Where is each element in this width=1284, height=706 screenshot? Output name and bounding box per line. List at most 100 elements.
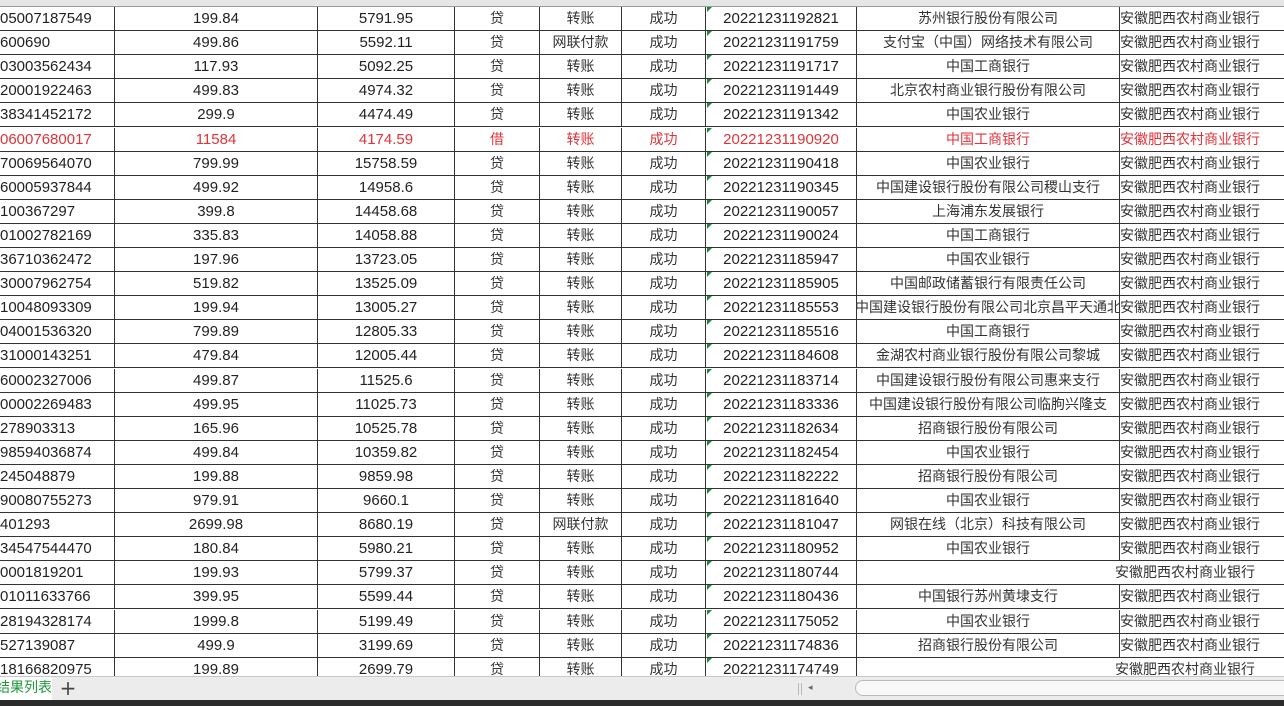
own-bank-cell[interactable]: 安徽肥西农村商业银行: [1120, 441, 1284, 465]
type-cell[interactable]: 转账: [540, 199, 622, 224]
type-cell[interactable]: 转账: [540, 320, 622, 345]
serial-cell[interactable]: 20221231182634: [706, 416, 857, 441]
type-cell[interactable]: 转账: [540, 368, 622, 393]
counterparty-bank-cell[interactable]: 中国农业银行: [857, 609, 1120, 634]
own-bank-cell[interactable]: 安徽肥西农村商业银行: [1120, 610, 1284, 634]
counterparty-bank-cell[interactable]: 中国农业银行: [857, 537, 1120, 562]
own-bank-cell[interactable]: 安徽肥西农村商业银行: [1120, 513, 1284, 537]
table-row[interactable]: 18166820975 199.89 2699.79 贷 转账 成功 20221231174…: [0, 657, 1284, 676]
own-bank-cell[interactable]: 安徽肥西农村商业银行: [1120, 200, 1284, 224]
account-cell[interactable]: 36710362472: [0, 248, 115, 272]
type-cell[interactable]: 转账: [540, 272, 622, 297]
status-cell[interactable]: 成功: [622, 320, 706, 345]
balance-cell[interactable]: 9660.1: [318, 489, 455, 513]
counterparty-bank-cell[interactable]: 中国建设银行股份有限公司惠来支行: [857, 368, 1120, 393]
status-cell[interactable]: 成功: [622, 272, 706, 297]
amount-cell[interactable]: 299.9: [115, 103, 318, 128]
status-cell[interactable]: 成功: [622, 633, 706, 658]
column-header-strip[interactable]: [0, 0, 1284, 7]
amount-cell[interactable]: 499.86: [115, 31, 318, 56]
counterparty-bank-cell[interactable]: 中国工商银行: [857, 223, 1120, 248]
table-row[interactable]: 98594036874 499.84 10359.82 贷 转账 成功 2022123118…: [0, 440, 1284, 465]
own-bank-cell[interactable]: 安徽肥西农村商业银行: [1120, 176, 1284, 200]
table-row[interactable]: 0001819201 199.93 5799.37 贷 转账 成功 202212311807…: [0, 561, 1284, 586]
status-cell[interactable]: 成功: [622, 103, 706, 128]
direction-cell[interactable]: 贷: [455, 392, 540, 417]
balance-cell[interactable]: 4174.59: [318, 127, 455, 152]
direction-cell[interactable]: 贷: [455, 464, 540, 489]
type-cell[interactable]: 转账: [540, 344, 622, 369]
balance-cell[interactable]: 13525.09: [318, 272, 455, 297]
amount-cell[interactable]: 165.96: [115, 416, 318, 441]
counterparty-bank-cell[interactable]: 金湖农村商业银行股份有限公司黎城: [857, 344, 1120, 369]
direction-cell[interactable]: 贷: [455, 320, 540, 345]
scrollbar-split-handle[interactable]: [798, 683, 802, 695]
table-row[interactable]: 34547544470 180.84 5980.21 贷 转账 成功 20221231180…: [0, 537, 1284, 562]
type-cell[interactable]: 转账: [540, 561, 622, 586]
account-cell[interactable]: 20001922463: [0, 79, 115, 104]
serial-cell[interactable]: 20221231190024: [706, 223, 857, 248]
status-cell[interactable]: 成功: [622, 368, 706, 393]
balance-cell[interactable]: 3199.69: [318, 633, 455, 658]
balance-cell[interactable]: 9859.98: [318, 464, 455, 489]
counterparty-bank-cell[interactable]: 中国农业银行: [857, 103, 1120, 128]
type-cell[interactable]: 转账: [540, 223, 622, 248]
counterparty-bank-cell[interactable]: 中国建设银行股份有限公司临朐兴隆支: [857, 392, 1120, 417]
account-cell[interactable]: 00002269483: [0, 392, 115, 417]
balance-cell[interactable]: 12805.33: [318, 320, 455, 345]
status-cell[interactable]: 成功: [622, 7, 706, 31]
type-cell[interactable]: 转账: [540, 585, 622, 610]
own-bank-cell[interactable]: 安徽肥西农村商业银行: [1120, 272, 1284, 296]
direction-cell[interactable]: 贷: [455, 175, 540, 200]
balance-cell[interactable]: 11525.6: [318, 368, 455, 393]
table-row[interactable]: 04001536320 799.89 12805.33 贷 转账 成功 2022123118…: [0, 320, 1284, 345]
own-bank-cell[interactable]: 安徽肥西农村商业银行: [1120, 152, 1284, 176]
own-bank-cell[interactable]: 安徽肥西农村商业银行: [1120, 296, 1284, 320]
counterparty-bank-cell[interactable]: 中国工商银行: [857, 127, 1120, 152]
table-row[interactable]: 38341452172 299.9 4474.49 贷 转账 成功 202212311913…: [0, 103, 1284, 128]
type-cell[interactable]: 网联付款: [540, 31, 622, 56]
status-cell[interactable]: 成功: [622, 585, 706, 610]
own-bank-cell[interactable]: 安徽肥西农村商业银行: [1120, 7, 1284, 31]
type-cell[interactable]: 转账: [540, 151, 622, 176]
status-cell[interactable]: 成功: [622, 464, 706, 489]
account-cell[interactable]: 01002782169: [0, 223, 115, 248]
balance-cell[interactable]: 5799.37: [318, 561, 455, 586]
counterparty-bank-cell[interactable]: 网银在线（北京）科技有限公司: [857, 513, 1120, 538]
amount-cell[interactable]: 499.9: [115, 633, 318, 658]
own-bank-cell[interactable]: 安徽肥西农村商业银行: [1120, 248, 1284, 272]
amount-cell[interactable]: 799.99: [115, 151, 318, 176]
serial-cell[interactable]: 20221231190057: [706, 199, 857, 224]
own-bank-cell[interactable]: 安徽肥西农村商业银行: [1120, 128, 1284, 152]
direction-cell[interactable]: 借: [455, 127, 540, 152]
status-cell[interactable]: 成功: [622, 489, 706, 513]
serial-cell[interactable]: 20221231175052: [706, 609, 857, 634]
table-row[interactable]: 90080755273 979.91 9660.1 贷 转账 成功 202212311816…: [0, 489, 1284, 513]
direction-cell[interactable]: 贷: [455, 79, 540, 104]
direction-cell[interactable]: 贷: [455, 537, 540, 562]
table-row[interactable]: 05007187549 199.84 5791.95 贷 转账 成功 20221231192…: [0, 7, 1284, 31]
balance-cell[interactable]: 5980.21: [318, 537, 455, 562]
horizontal-scrollbar[interactable]: [855, 680, 1284, 696]
table-row[interactable]: 60002327006 499.87 11525.6 贷 转账 成功 20221231183…: [0, 368, 1284, 393]
type-cell[interactable]: 转账: [540, 464, 622, 489]
counterparty-bank-cell[interactable]: 北京农村商业银行股份有限公司: [857, 79, 1120, 104]
balance-cell[interactable]: 8680.19: [318, 513, 455, 538]
counterparty-bank-cell[interactable]: 中国农业银行: [857, 440, 1120, 465]
account-cell[interactable]: 60005937844: [0, 175, 115, 200]
balance-cell[interactable]: 5092.25: [318, 55, 455, 80]
amount-cell[interactable]: 199.93: [115, 561, 318, 586]
account-cell[interactable]: 34547544470: [0, 537, 115, 562]
status-cell[interactable]: 成功: [622, 609, 706, 634]
serial-cell[interactable]: 20221231185947: [706, 248, 857, 272]
balance-cell[interactable]: 10359.82: [318, 440, 455, 465]
amount-cell[interactable]: 399.95: [115, 585, 318, 610]
serial-cell[interactable]: 20221231174749: [706, 657, 857, 676]
amount-cell[interactable]: 799.89: [115, 320, 318, 345]
table-row[interactable]: 70069564070 799.99 15758.59 贷 转账 成功 2022123119…: [0, 151, 1284, 176]
serial-cell[interactable]: 20221231184608: [706, 344, 857, 369]
type-cell[interactable]: 转账: [540, 633, 622, 658]
account-cell[interactable]: 527139087: [0, 633, 115, 658]
serial-cell[interactable]: 20221231190418: [706, 151, 857, 176]
type-cell[interactable]: 转账: [540, 416, 622, 441]
